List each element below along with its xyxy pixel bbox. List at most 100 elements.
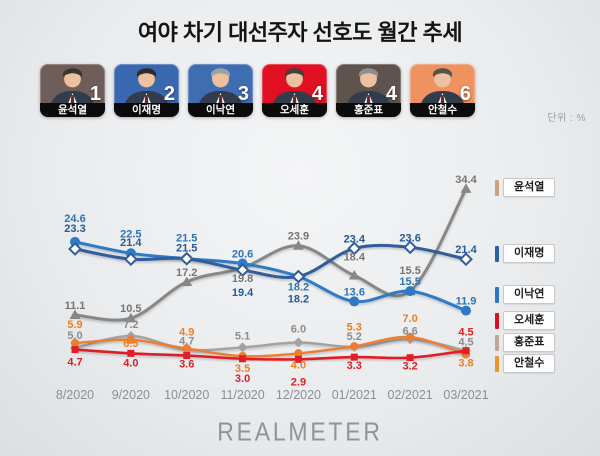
legend-swatch [495,334,499,351]
data-point-marker [181,276,193,286]
x-axis-label: 9/2020 [112,388,150,402]
legend-item: 이낙연 [495,285,556,304]
data-point-marker [125,312,137,323]
data-label: 3.8 [458,357,473,369]
data-point-marker [239,355,247,363]
candidate-card: 2 이재명 [114,64,179,117]
rank-badge: 4 [311,83,323,105]
rank-badge: 2 [163,83,175,105]
legend-swatch [495,179,499,196]
line-series-이재명 [73,243,468,279]
candidate-cards: 1 윤석열 2 이재명 3 이낙연 [40,64,475,117]
data-label: 23.3 [64,223,85,235]
data-label: 15.5 [399,276,420,288]
data-point-marker [237,342,248,353]
data-point-marker [70,236,80,247]
data-point-marker [460,345,471,356]
legend-swatch [495,245,499,262]
data-point-marker [404,285,416,296]
candidate-photo [420,68,465,106]
legend-item: 윤석열 [495,178,556,197]
x-axis-label: 12/2020 [276,388,321,402]
data-label: 4.7 [179,336,194,348]
data-point-marker [405,334,416,345]
data-label: 18.4 [344,252,366,264]
unit-label: 단위 : % [547,113,586,124]
data-point-marker [183,352,191,360]
data-label: 21.4 [455,244,477,256]
legend-swatch [495,286,499,303]
data-point-marker [181,253,192,264]
data-label: 6.0 [291,324,306,336]
data-point-marker [460,183,472,193]
data-point-marker [349,296,360,307]
data-point-marker [70,338,80,348]
data-point-marker [350,353,358,361]
x-axis-label: 11/2020 [220,388,264,402]
data-point-marker [70,342,80,353]
x-axis-label: 02/2021 [388,388,433,402]
data-point-marker [293,337,304,348]
data-label: 11.1 [65,300,86,312]
data-point-marker [125,248,136,259]
candidate-photo [50,68,95,106]
data-label: 5.1 [235,330,250,342]
data-point-marker [235,263,250,277]
data-point-marker [350,342,359,351]
data-label: 13.6 [344,286,365,298]
legend-swatch [495,355,499,372]
legend-item: 홍준표 [495,333,556,352]
data-point-marker [292,240,304,250]
data-point-marker [182,344,191,353]
data-label: 5.0 [67,330,82,342]
data-label: 21.4 [120,237,142,249]
data-label: 5.2 [347,331,362,343]
candidate-name: 안철수 [410,103,475,117]
line-series-이낙연 [73,240,468,313]
data-point-marker [293,271,304,282]
data-label: 6.5 [123,338,138,350]
data-label: 4.0 [123,357,138,369]
data-point-marker [181,344,192,355]
data-label: 3.2 [402,361,417,373]
data-point-marker [405,332,415,342]
candidate-name: 홍준표 [336,103,401,117]
candidate-name: 오세훈 [262,103,327,117]
data-label: 4.0 [291,359,306,371]
legend-item: 이재명 [495,244,556,263]
legend-label: 안철수 [503,354,556,373]
data-point-marker [403,240,418,255]
rank-badge: 6 [459,83,471,105]
data-point-marker [291,269,306,284]
data-label: 19.8 [232,273,253,285]
candidate-card: 3 이낙연 [188,64,253,117]
realmeter-logo: REALMETER [217,417,383,447]
line-series-홍준표 [73,334,468,352]
legend-item: 오세훈 [495,311,556,330]
data-label: 23.6 [399,232,420,244]
data-point-marker [348,269,360,280]
data-label: 20.6 [232,249,253,261]
data-point-marker [461,350,471,359]
chart-title: 여야 차기 대선주자 선호도 월간 추세 [137,20,463,45]
data-point-marker [127,349,135,357]
candidate-card: 4 오세훈 [262,64,327,117]
candidate-photo [198,68,243,106]
data-label: 4.7 [67,357,82,369]
data-label: 19.4 [232,287,254,299]
rank-badge: 3 [237,83,249,105]
rank-badge: 1 [89,83,101,105]
data-label: 18.2 [288,294,309,306]
data-point-marker [462,347,470,355]
data-point-marker [237,262,249,272]
data-point-marker [237,258,248,269]
data-point-marker [179,251,194,266]
data-label: 7.2 [123,319,138,331]
data-label: 2.9 [291,376,306,388]
data-label: 3.0 [235,373,250,385]
data-point-marker [68,242,82,256]
data-label: 15.5 [399,265,420,277]
data-label: 18.2 [288,282,309,294]
data-point-marker [459,252,473,267]
candidate-name: 이재명 [114,103,179,117]
